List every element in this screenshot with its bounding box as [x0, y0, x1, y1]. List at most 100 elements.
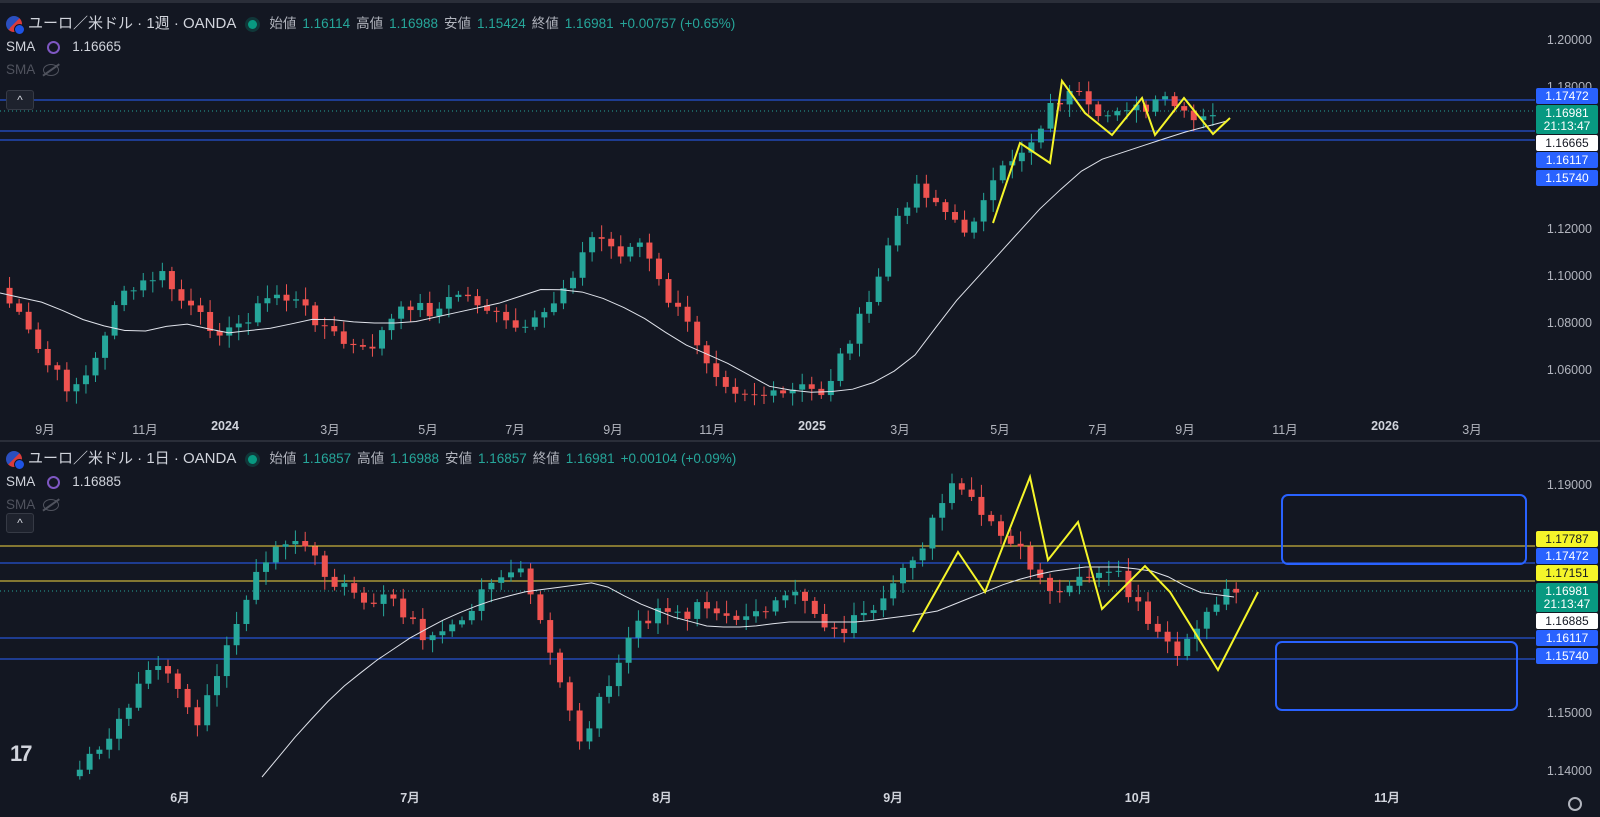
- market-open-icon: [248, 19, 258, 29]
- price-label-box: 1.16885: [1536, 613, 1598, 629]
- candle-body: [390, 594, 397, 599]
- candle-body: [321, 325, 328, 327]
- candle-body: [312, 546, 318, 556]
- candle-body: [635, 620, 642, 638]
- collapse-legend-button[interactable]: ^: [6, 513, 34, 533]
- time-tick: 2025: [798, 419, 826, 433]
- price-label-box: 1.17151: [1536, 565, 1598, 581]
- eye-hidden-icon[interactable]: [43, 64, 60, 76]
- pane-separator[interactable]: [0, 440, 1600, 442]
- high-label: 高値: [356, 16, 384, 31]
- time-tick: 10月: [1124, 791, 1152, 805]
- candle-body: [407, 306, 414, 311]
- price-label-box: 1.15740: [1536, 170, 1598, 186]
- price-tick: 1.06000: [1546, 363, 1592, 377]
- candle-body: [942, 202, 949, 213]
- candle-body: [527, 568, 534, 595]
- price-label-box: 1.16117: [1536, 630, 1598, 646]
- loading-cycle-icon: [47, 475, 61, 489]
- candle-body: [159, 271, 166, 281]
- candle-body: [214, 676, 220, 696]
- time-tick: 7月: [400, 791, 420, 805]
- candle-body: [233, 623, 240, 646]
- candle-body: [96, 749, 103, 754]
- candle-body: [684, 611, 691, 619]
- candle-body: [1203, 611, 1210, 629]
- daily-chart-pane[interactable]: ユーロ／米ドル · 1日 · OANDA 始値 1.16857 高値 1.16988…: [0, 442, 1600, 817]
- candle-body: [508, 572, 514, 578]
- candle-body: [923, 183, 930, 198]
- candle-body: [331, 576, 338, 587]
- price-label-box: 1.17472: [1536, 548, 1598, 564]
- daily-candlestick-chart[interactable]: [0, 442, 1600, 817]
- candle-body: [73, 384, 80, 392]
- change-value: +0.00104 (+0.09%): [620, 451, 737, 466]
- candle-body: [370, 602, 377, 604]
- collapse-legend-button[interactable]: ^: [6, 90, 34, 110]
- high-value: 1.16988: [390, 451, 439, 466]
- candle-body: [155, 666, 162, 670]
- candle-body: [439, 631, 446, 636]
- candle-body: [388, 318, 395, 331]
- candle-body: [875, 276, 882, 302]
- candle-body: [958, 483, 965, 490]
- candle-body: [589, 237, 596, 253]
- time-tick: 7月: [1088, 423, 1108, 437]
- candle-body: [1209, 115, 1216, 117]
- candle-body: [1085, 91, 1092, 105]
- candle-body: [503, 311, 510, 321]
- candle-body: [216, 330, 223, 336]
- candle-body: [1223, 588, 1230, 605]
- eye-hidden-icon[interactable]: [43, 499, 60, 511]
- candle-body: [1096, 572, 1102, 578]
- time-tick: 9月: [603, 423, 623, 437]
- candle-body: [63, 369, 70, 392]
- candle-body: [1174, 641, 1181, 656]
- time-tick: 11月: [699, 423, 725, 437]
- candle-body: [1066, 585, 1073, 593]
- candle-body: [615, 662, 622, 687]
- candle-body: [194, 707, 201, 726]
- candle-body: [445, 297, 452, 309]
- sma-indicator-label[interactable]: SMA: [6, 474, 36, 489]
- candle-body: [1095, 104, 1102, 117]
- candle-body: [283, 294, 290, 301]
- candle-body: [851, 615, 857, 634]
- candle-body: [655, 608, 661, 624]
- sma-value: 1.16885: [72, 474, 122, 489]
- candle-body: [1017, 543, 1024, 547]
- weekly-chart-pane[interactable]: ユーロ／米ドル · 1週 · OANDA 始値 1.16114 高値 1.16988…: [0, 0, 1600, 440]
- time-tick: 9月: [1175, 423, 1195, 437]
- symbol-title[interactable]: ユーロ／米ドル · 1週 · OANDA: [28, 15, 237, 32]
- eur-usd-flag-icon: [6, 16, 25, 35]
- candle-body: [321, 555, 328, 577]
- candle-body: [846, 343, 853, 354]
- symbol-title[interactable]: ユーロ／米ドル · 1日 · OANDA: [28, 450, 237, 467]
- candle-body: [684, 306, 691, 322]
- sma-hidden-indicator-label[interactable]: SMA: [6, 62, 36, 77]
- candle-body: [789, 389, 796, 394]
- gear-icon[interactable]: [1568, 797, 1582, 811]
- sma-hidden-indicator-label[interactable]: SMA: [6, 497, 36, 512]
- candle-body: [1047, 577, 1053, 592]
- candle-body: [410, 617, 416, 619]
- candle-body: [102, 335, 109, 358]
- candle-body: [361, 592, 367, 603]
- candle-body: [772, 600, 779, 612]
- candle-body: [188, 300, 194, 306]
- candle-body: [827, 380, 834, 396]
- high-value: 1.16988: [389, 16, 438, 31]
- weekly-candlestick-chart[interactable]: [0, 3, 1600, 440]
- candle-body: [1145, 601, 1151, 624]
- candle-body: [900, 567, 906, 584]
- candle-body: [999, 165, 1006, 181]
- sma-indicator-label[interactable]: SMA: [6, 39, 36, 54]
- resistance-zone-box: [1281, 494, 1527, 565]
- candle-body: [273, 294, 280, 299]
- candle-body: [674, 611, 681, 613]
- candle-body: [821, 613, 828, 628]
- candle-body: [1057, 102, 1064, 105]
- candle-body: [1076, 576, 1083, 586]
- tradingview-logo[interactable]: 17: [10, 741, 33, 766]
- candle-body: [419, 618, 426, 641]
